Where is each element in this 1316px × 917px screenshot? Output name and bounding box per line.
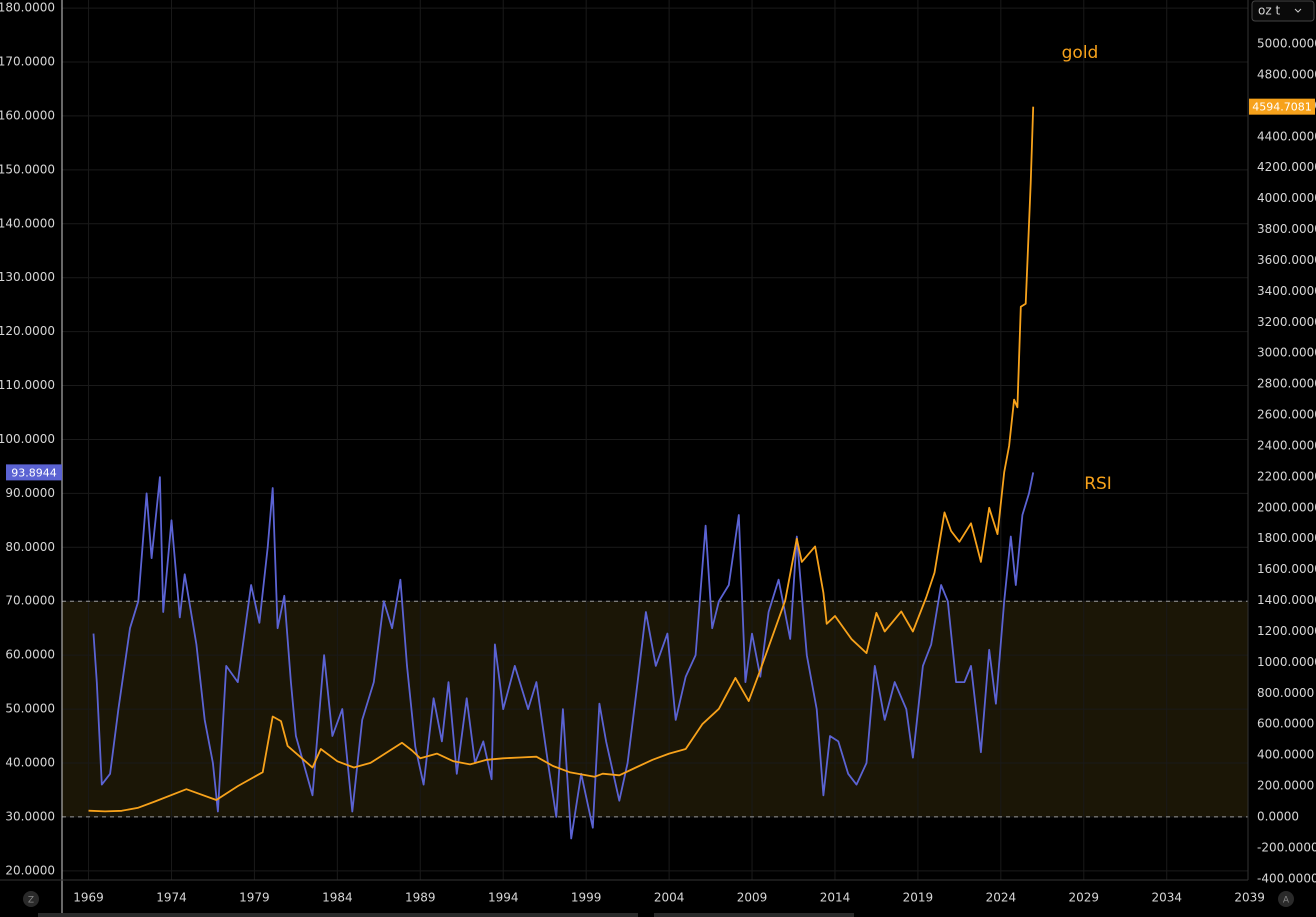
y2-tick-label: 3600.0000 [1257, 253, 1316, 267]
x-tick-label: 2039 [1234, 891, 1265, 905]
x-tick-label: 2029 [1069, 891, 1100, 905]
scrollbar[interactable] [38, 913, 638, 917]
y2-tick-label: 2600.0000 [1257, 408, 1316, 422]
series-line [88, 106, 1035, 813]
x-tick-label: 1979 [239, 891, 270, 905]
y2-tick-label: 1200.0000 [1257, 624, 1316, 638]
annotation: gold [1062, 43, 1099, 63]
y-tick-label: 120.0000 [0, 324, 55, 338]
x-tick-label: 2034 [1151, 891, 1182, 905]
z-button[interactable] [23, 891, 39, 907]
last-value-label: 4594.7081 [1252, 101, 1312, 114]
y2-tick-label: 0.0000 [1257, 810, 1299, 824]
y-tick-label: 180.0000 [0, 1, 55, 15]
y2-tick-label: 2400.0000 [1257, 438, 1316, 452]
y2-tick-label: 600.0000 [1257, 717, 1314, 731]
y-tick-label: 70.0000 [5, 594, 55, 608]
y2-tick-label: 2000.0000 [1257, 500, 1316, 514]
y2-tick-label: 4200.0000 [1257, 160, 1316, 174]
x-axis-panel [0, 880, 1316, 917]
y2-tick-label: -200.0000 [1257, 840, 1316, 854]
x-tick-label: 2024 [986, 891, 1017, 905]
y-tick-label: 80.0000 [5, 540, 55, 554]
y2-tick-label: 3400.0000 [1257, 284, 1316, 298]
y-tick-label: 170.0000 [0, 55, 55, 69]
x-tick-label: 2019 [903, 891, 934, 905]
y2-tick-label: 800.0000 [1257, 686, 1314, 700]
x-tick-label: 1969 [73, 891, 104, 905]
y2-tick-label: 200.0000 [1257, 779, 1314, 793]
right-button[interactable]: A [1278, 891, 1294, 907]
y-tick-label: 110.0000 [0, 378, 55, 392]
y-tick-label: 140.0000 [0, 216, 55, 230]
x-tick-label: 1989 [405, 891, 436, 905]
y-tick-label: 30.0000 [5, 809, 55, 823]
x-tick-label: 2009 [737, 891, 768, 905]
y2-tick-label: 1600.0000 [1257, 562, 1316, 576]
y2-tick-label: 2200.0000 [1257, 469, 1316, 483]
y2-tick-label: 1400.0000 [1257, 593, 1316, 607]
plot-area: gold RSI [62, 0, 1251, 880]
unit-dropdown[interactable] [1251, 0, 1315, 22]
y2-tick-label: 2800.0000 [1257, 377, 1316, 391]
y2-tick-label: 1800.0000 [1257, 531, 1316, 545]
y-tick-label: 100.0000 [0, 432, 55, 446]
y-tick-label: 130.0000 [0, 270, 55, 284]
y2-tick-label: 4800.0000 [1257, 67, 1316, 81]
last-value-badge [6, 464, 62, 481]
a-button[interactable] [1278, 891, 1294, 907]
dropdown-arrow [1294, 8, 1302, 13]
unit-selector[interactable]: oz t [1251, 0, 1315, 22]
annotation: RSI [1084, 474, 1112, 494]
y-tick-label: 160.0000 [0, 108, 55, 122]
a-label[interactable]: A [1283, 896, 1290, 906]
y2-tick-label: 400.0000 [1257, 748, 1314, 762]
y-tick-label: 20.0000 [5, 863, 55, 877]
unit-label[interactable]: oz t [1258, 4, 1280, 18]
x-tick-label: 1974 [156, 891, 187, 905]
y2-tick-label: 3200.0000 [1257, 315, 1316, 329]
y-tick-label: 150.0000 [0, 162, 55, 176]
x-tick-label: 1994 [488, 891, 519, 905]
x-tick-label: 2014 [820, 891, 851, 905]
last-value-badge [1249, 98, 1315, 115]
y-tick-label: 50.0000 [5, 702, 55, 716]
left-button[interactable]: Z [23, 891, 39, 907]
x-tick-label: 2004 [654, 891, 685, 905]
y2-tick-label: 4400.0000 [1257, 129, 1316, 143]
y2-tick-label: 3800.0000 [1257, 222, 1316, 236]
x-tick-label: 1984 [322, 891, 353, 905]
scrollbar[interactable] [654, 913, 854, 917]
last-value-label: 93.8944 [11, 466, 57, 479]
z-label[interactable]: Z [28, 896, 34, 906]
right-axis-panel [1248, 0, 1316, 917]
y2-tick-label: 4000.0000 [1257, 191, 1316, 205]
series-line [92, 472, 1035, 840]
y2-tick-label: -400.0000 [1257, 871, 1316, 885]
x-tick-label: 1999 [571, 891, 602, 905]
y2-tick-label: 3000.0000 [1257, 346, 1316, 360]
y-tick-label: 90.0000 [5, 486, 55, 500]
y-tick-label: 40.0000 [5, 755, 55, 769]
y2-tick-label: 5000.0000 [1257, 36, 1316, 50]
y-tick-label: 60.0000 [5, 648, 55, 662]
y2-tick-label: 1000.0000 [1257, 655, 1316, 669]
